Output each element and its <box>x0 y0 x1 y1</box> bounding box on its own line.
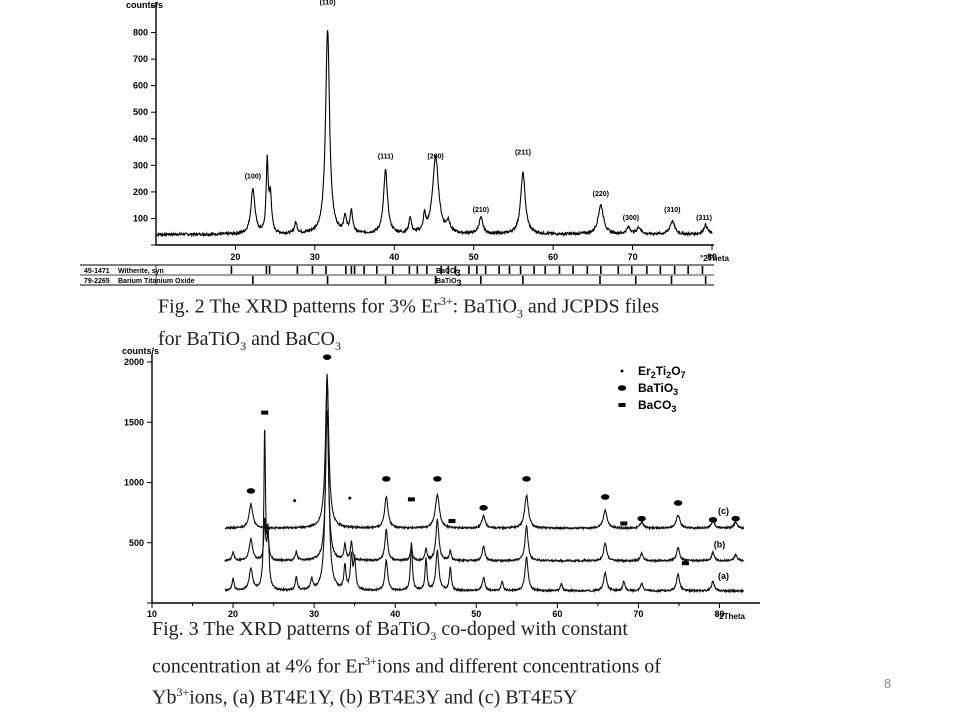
fig3-y-tick-label: 1500 <box>124 417 144 427</box>
slide-number: 8 <box>884 676 892 691</box>
fig2-ref-code: 45-1471 <box>84 268 110 275</box>
fig2-x-tick-label: 50 <box>469 252 479 262</box>
fig3-y-tick-label: 1000 <box>124 478 144 488</box>
fig3-x-axis-label: °2Theta <box>716 612 746 621</box>
fig3-series-line <box>224 410 745 564</box>
fig2-y-tick-label: 500 <box>133 107 148 117</box>
fig3-batio3-marker <box>522 476 531 482</box>
fig2-x-tick-label: 20 <box>230 252 240 262</box>
fig3-series-label: (b) <box>714 540 726 550</box>
fig3-x-tick-label: 40 <box>390 609 400 619</box>
fig2-peak-label: (310) <box>664 207 680 214</box>
fig2-peak-label: (111) <box>378 154 394 161</box>
fig3-batio3-marker <box>637 515 646 522</box>
fig3-batio3-marker <box>673 500 683 506</box>
fig2-peak-label: (300) <box>623 215 639 222</box>
fig2-ref-tag: BaCO3 <box>436 268 461 278</box>
fig3-y-axis-label: counts/s <box>122 346 159 356</box>
fig3-x-tick-label: 50 <box>471 609 481 619</box>
fig3-plot: 500 1000 1500 2000 10 20 30 40 50 60 70 80 counts/s °… <box>122 346 760 621</box>
fig3-legend-marker <box>617 385 627 391</box>
fig3-x-tick-label: 80 <box>714 609 724 619</box>
fig2-ref-tag: BaTiO3 <box>436 278 462 288</box>
fig2-peak-label: (311) <box>696 215 712 222</box>
fig2-x-tick-label: 60 <box>548 252 558 262</box>
fig2-x-axis-label: °2Theta <box>700 254 730 263</box>
fig3-series-label: (a) <box>718 571 729 581</box>
fig2-peak-label: (220) <box>593 191 609 198</box>
fig3-x-tick-label: 70 <box>633 609 643 619</box>
fig3-series-line <box>224 378 745 531</box>
fig2-series-line <box>155 30 713 238</box>
fig3-batio3-marker <box>708 517 718 523</box>
fig2-plot: 100 200 300 400 500 600 700 800 20 30 40 50 60 70 80 co… <box>80 0 730 288</box>
fig2-x-tick-label: 80 <box>707 252 717 262</box>
fig2-y-tick-label: 800 <box>133 28 148 38</box>
fig2-y-tick-label: 200 <box>133 187 148 197</box>
fig2-y-tick-label: 400 <box>133 134 148 144</box>
fig2-y-tick-label: 600 <box>133 81 148 91</box>
fig3-baco3-marker <box>681 561 689 566</box>
fig3-batio3-marker <box>433 476 442 482</box>
fig3-legend-marker <box>620 369 624 373</box>
fig2-peak-label: (110) <box>320 0 336 7</box>
fig3-batio3-marker <box>479 505 488 511</box>
fig3-y-tick-label: 2000 <box>124 357 144 367</box>
fig2-ref-code: 79-2265 <box>84 278 110 285</box>
fig2-peak-label: (210) <box>473 207 489 214</box>
fig3-er2ti2o7-marker <box>293 499 297 503</box>
fig3-x-tick-label: 60 <box>552 609 562 619</box>
fig2-x-tick-label: 40 <box>389 252 399 262</box>
fig3-baco3-marker <box>261 410 269 415</box>
fig2-y-axis-label: counts/s <box>126 0 163 10</box>
fig3-x-tick-label: 30 <box>309 609 319 619</box>
fig3-y-tick-label: 500 <box>129 538 144 548</box>
fig2-y-tick-label: 700 <box>133 54 148 64</box>
fig3-x-tick-label: 10 <box>147 609 157 619</box>
fig2-ref-name: Witherite, syn <box>118 268 164 275</box>
fig3-x-tick-label: 20 <box>228 609 238 619</box>
fig3-batio3-marker <box>322 354 332 360</box>
fig2-x-tick-label: 30 <box>310 252 320 262</box>
fig3-batio3-marker <box>382 476 391 482</box>
fig3-series-label: (c) <box>718 506 729 516</box>
fig3-batio3-marker <box>731 515 740 522</box>
fig2-peak-label: (100) <box>245 174 261 181</box>
fig2-y-tick-label: 100 <box>133 213 148 223</box>
figure-3-caption: Fig. 3 The XRD patterns of BaTiO3 co-dop… <box>152 618 661 709</box>
fig3-batio3-marker <box>246 488 256 494</box>
fig3-series-line <box>224 373 745 594</box>
fig2-x-tick-label: 70 <box>628 252 638 262</box>
fig2-peak-label: (211) <box>515 150 531 157</box>
fig3-legend-label: Er2Ti2O7 <box>638 364 686 380</box>
fig3-baco3-marker <box>448 519 456 524</box>
fig2-y-tick-label: 300 <box>133 160 148 170</box>
fig3-batio3-marker <box>600 494 610 500</box>
fig3-legend-label: BaTiO3 <box>638 381 678 397</box>
figure-2-caption: Fig. 2 The XRD patterns for 3% Er3+: BaT… <box>158 294 660 353</box>
fig3-er2ti2o7-marker <box>348 496 352 500</box>
fig2-peak-label: (200) <box>427 154 443 161</box>
fig3-baco3-marker <box>620 521 628 526</box>
fig3-legend-label: BaCO3 <box>638 398 676 414</box>
fig3-baco3-marker <box>407 497 415 502</box>
fig2-ref-name: Barium Titanium Oxide <box>118 278 195 285</box>
fig3-legend-marker <box>618 403 626 407</box>
